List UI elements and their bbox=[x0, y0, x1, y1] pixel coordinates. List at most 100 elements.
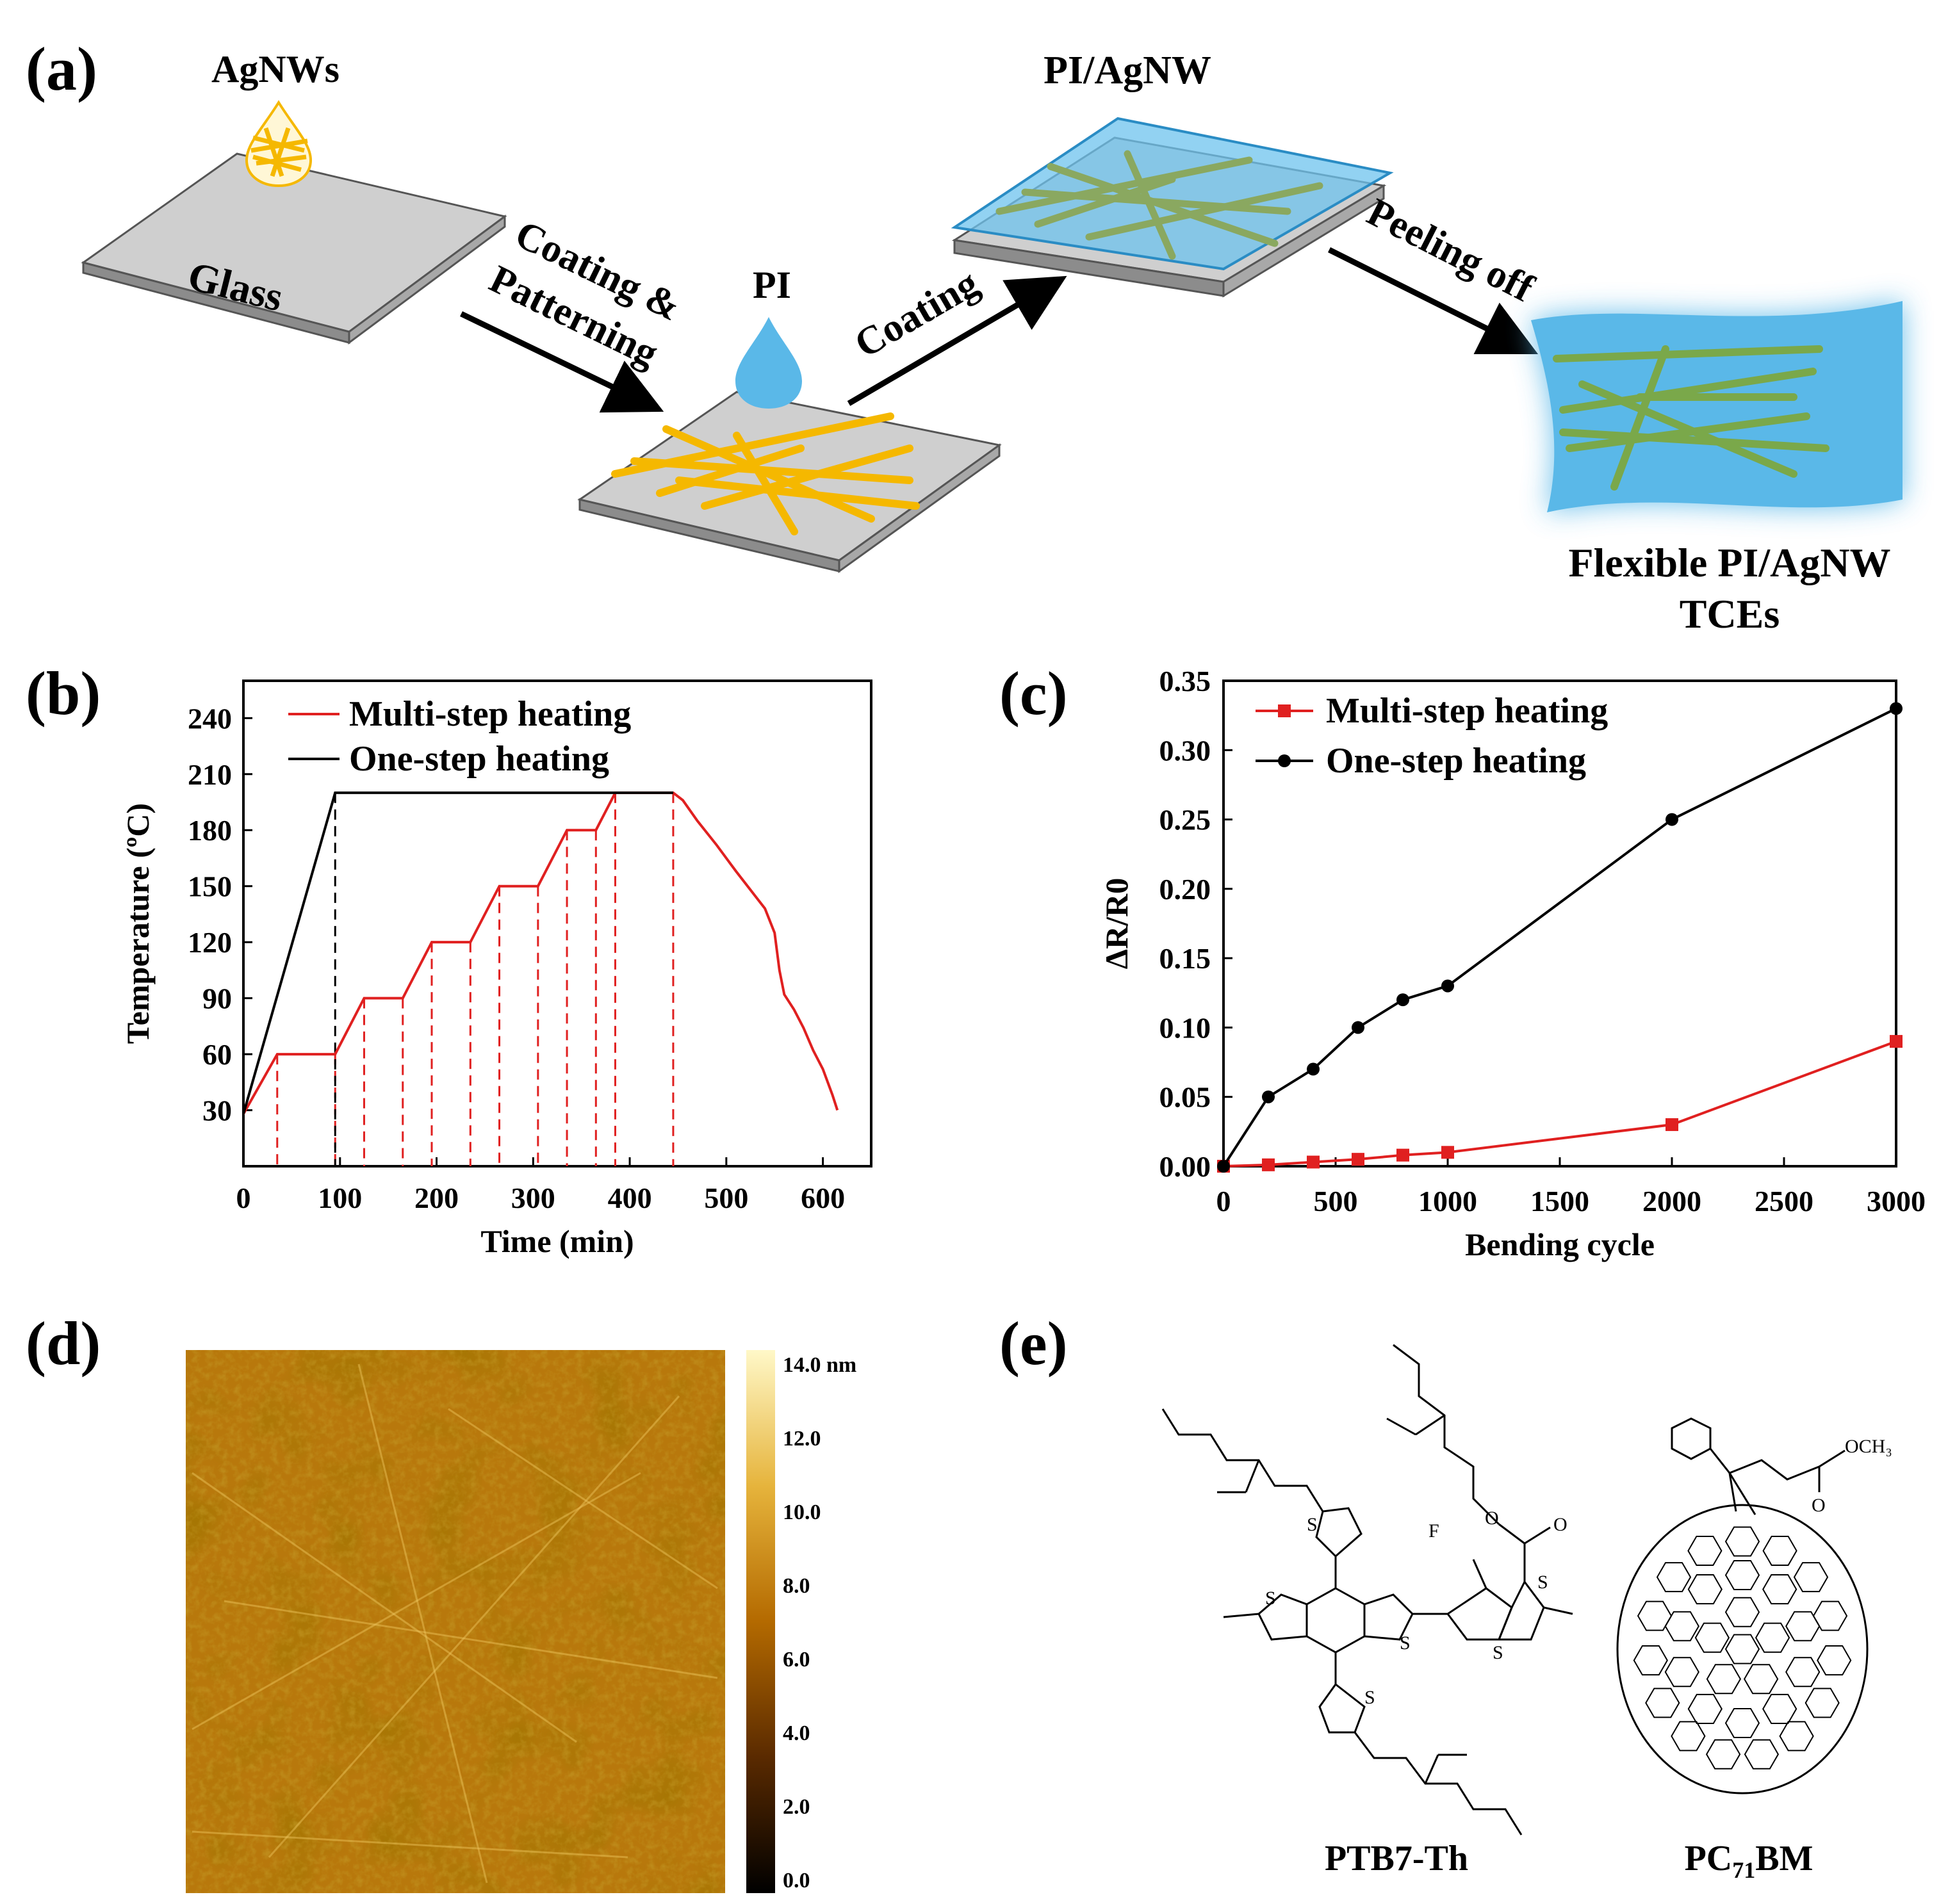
c-point-onestep bbox=[1890, 702, 1903, 715]
panel-c: (c) 0 500 1000 1500 2000 2500 3000 0.00 0.05 0.10… bbox=[999, 659, 1926, 1262]
fullerene-facet bbox=[1656, 1562, 1692, 1593]
chart-c-xlabel: Bending cycle bbox=[1465, 1226, 1655, 1262]
fullerene-facet bbox=[1724, 1560, 1760, 1590]
atom-s-bdt-left: S bbox=[1265, 1588, 1276, 1609]
legend-c-multistep-label: Multi-step heating bbox=[1326, 691, 1608, 731]
afm-fine-texture bbox=[186, 1350, 725, 1893]
atom-s-tt-2: S bbox=[1537, 1572, 1548, 1593]
fullerene-facet bbox=[1724, 1597, 1760, 1627]
chart-c-legend: Multi-step heating One-step heating bbox=[1256, 691, 1608, 781]
legend-c-onestep-label: One-step heating bbox=[1326, 741, 1586, 781]
chart-b-legend: Multi-step heating One-step heating bbox=[288, 694, 631, 779]
tt-thiophene-2 bbox=[1497, 1580, 1545, 1641]
b-ytick-label: 30 bbox=[202, 1094, 232, 1127]
c-xtick-label: 0 bbox=[1216, 1185, 1231, 1217]
atom-methoxy: OCH₃ bbox=[1845, 1436, 1892, 1457]
c-point-multistep bbox=[1352, 1153, 1364, 1166]
colorbar-gradient bbox=[746, 1350, 775, 1893]
c-ytick-label: 0.30 bbox=[1159, 734, 1211, 767]
final-label-line1: Flexible PI/AgNW bbox=[1568, 540, 1890, 585]
chart-c-ylabel: ΔR/R0 bbox=[1099, 878, 1134, 969]
pi-drop-shape bbox=[735, 317, 802, 409]
agnws-label: AgNWs bbox=[211, 48, 340, 90]
fullerene-facet bbox=[1633, 1645, 1668, 1676]
step2-label: Coating bbox=[847, 261, 986, 366]
b-xtick-label: 100 bbox=[318, 1182, 362, 1214]
arrow-coating-patterning bbox=[460, 311, 664, 413]
glass-slide: Glass bbox=[81, 152, 507, 345]
bdt-right-thiophene bbox=[1363, 1593, 1414, 1641]
pi-agnw-label: PI/AgNW bbox=[1044, 49, 1211, 92]
fullerene-facet bbox=[1687, 1574, 1723, 1605]
c-ytick-label: 0.00 bbox=[1159, 1150, 1211, 1183]
b-xtick-label: 200 bbox=[414, 1182, 459, 1214]
colorbar-tick-label: 8.0 bbox=[783, 1574, 810, 1598]
agnw-droplet: AgNWs bbox=[211, 48, 340, 188]
panel-a: (a) Glass AgNWs Coating & Patterning bbox=[26, 35, 1903, 637]
fullerene-facets bbox=[1633, 1526, 1852, 1770]
fullerene-facet bbox=[1744, 1739, 1780, 1770]
pi-agnw-slide: PI/AgNW bbox=[951, 49, 1394, 298]
fullerene-facet bbox=[1743, 1664, 1779, 1695]
b-xtick-label: 0 bbox=[236, 1182, 251, 1214]
fullerene-facet bbox=[1805, 1688, 1840, 1718]
b-ytick-label: 210 bbox=[188, 758, 232, 791]
pi-film-layer bbox=[951, 117, 1394, 271]
b-xtick-label: 500 bbox=[704, 1182, 748, 1214]
fullerene-facet bbox=[1785, 1611, 1821, 1641]
atom-s-upper: S bbox=[1307, 1514, 1318, 1535]
b-xtick-label: 300 bbox=[511, 1182, 555, 1214]
panel-label-d: (d) bbox=[26, 1309, 101, 1378]
c-ytick-label: 0.35 bbox=[1159, 665, 1211, 697]
colorbar-tick-label: 10.0 bbox=[783, 1501, 821, 1524]
atom-o-carbonyl: O bbox=[1553, 1514, 1567, 1535]
panel-e: (e) bbox=[999, 1309, 1892, 1883]
panel-label-e: (e) bbox=[999, 1309, 1068, 1378]
afm-nanowire-traces bbox=[192, 1363, 718, 1884]
b-series-multistep bbox=[242, 791, 839, 1115]
film-nanowires bbox=[1553, 345, 1829, 491]
b-ytick-label: 90 bbox=[202, 982, 232, 1015]
atom-s-lower: S bbox=[1364, 1687, 1375, 1708]
colorbar-tick-label: 12.0 bbox=[783, 1427, 821, 1451]
fullerene-facet bbox=[1705, 1739, 1741, 1770]
upper-alkyl-chain bbox=[1161, 1408, 1324, 1512]
chart-b-dashed-markers bbox=[276, 792, 675, 1166]
pc71bm-suffix: BM bbox=[1755, 1839, 1813, 1878]
pi-droplet: PI bbox=[735, 264, 802, 409]
chart-c-series bbox=[1217, 702, 1903, 1173]
fullerene-facet bbox=[1694, 1622, 1730, 1653]
fullerene-facet bbox=[1645, 1688, 1680, 1718]
patterned-slide bbox=[577, 391, 1002, 573]
b-xtick-label: 400 bbox=[608, 1182, 652, 1214]
fullerene-facet bbox=[1687, 1536, 1723, 1566]
fullerene-facet bbox=[1687, 1693, 1723, 1724]
c-point-multistep bbox=[1396, 1148, 1409, 1162]
c-xtick-label: 1000 bbox=[1418, 1185, 1477, 1217]
atom-s-tt-1: S bbox=[1493, 1642, 1503, 1663]
afm-colorbar: 14.0 nm 12.0 10.0 8.0 6.0 4.0 2.0 0.0 bbox=[746, 1350, 856, 1893]
afm-image bbox=[186, 1350, 725, 1893]
chart-b-xlabel: Time (min) bbox=[480, 1223, 634, 1259]
panel-label-c: (c) bbox=[999, 659, 1068, 728]
pc71bm-structure: O OCH₃ PC71BM bbox=[1616, 1417, 1892, 1883]
fullerene-facet bbox=[1724, 1634, 1760, 1664]
c-ytick-label: 0.10 bbox=[1159, 1011, 1211, 1044]
ptb7-th-structure: S S S S S S F O O PTB7-Th bbox=[1161, 1344, 1573, 1878]
colorbar-tick-label: 0.0 bbox=[783, 1869, 810, 1892]
colorbar-ticks: 14.0 nm 12.0 10.0 8.0 6.0 4.0 2.0 0.0 bbox=[783, 1353, 856, 1892]
chart-b-ylabel: Temperature (ºC) bbox=[120, 803, 156, 1044]
arrow-peeling-off bbox=[1327, 247, 1539, 355]
fullerene-facet bbox=[1671, 1721, 1706, 1752]
c-point-multistep bbox=[1666, 1118, 1678, 1132]
fullerene-facet bbox=[1785, 1657, 1821, 1688]
fullerene-facet bbox=[1724, 1708, 1760, 1738]
panel-d: (d) 14.0 nm 12.0 10.0 8.0 6.0 4.0 2.0 0.0 bbox=[26, 1309, 856, 1893]
c-point-onestep bbox=[1396, 993, 1409, 1007]
c-series-multistep bbox=[1223, 1040, 1897, 1168]
legend-b-multistep-label: Multi-step heating bbox=[349, 694, 631, 734]
fullerene-facet bbox=[1812, 1600, 1848, 1631]
c-point-multistep bbox=[1890, 1035, 1903, 1048]
fullerene-facet bbox=[1724, 1526, 1760, 1557]
fullerene-facet bbox=[1706, 1664, 1742, 1695]
